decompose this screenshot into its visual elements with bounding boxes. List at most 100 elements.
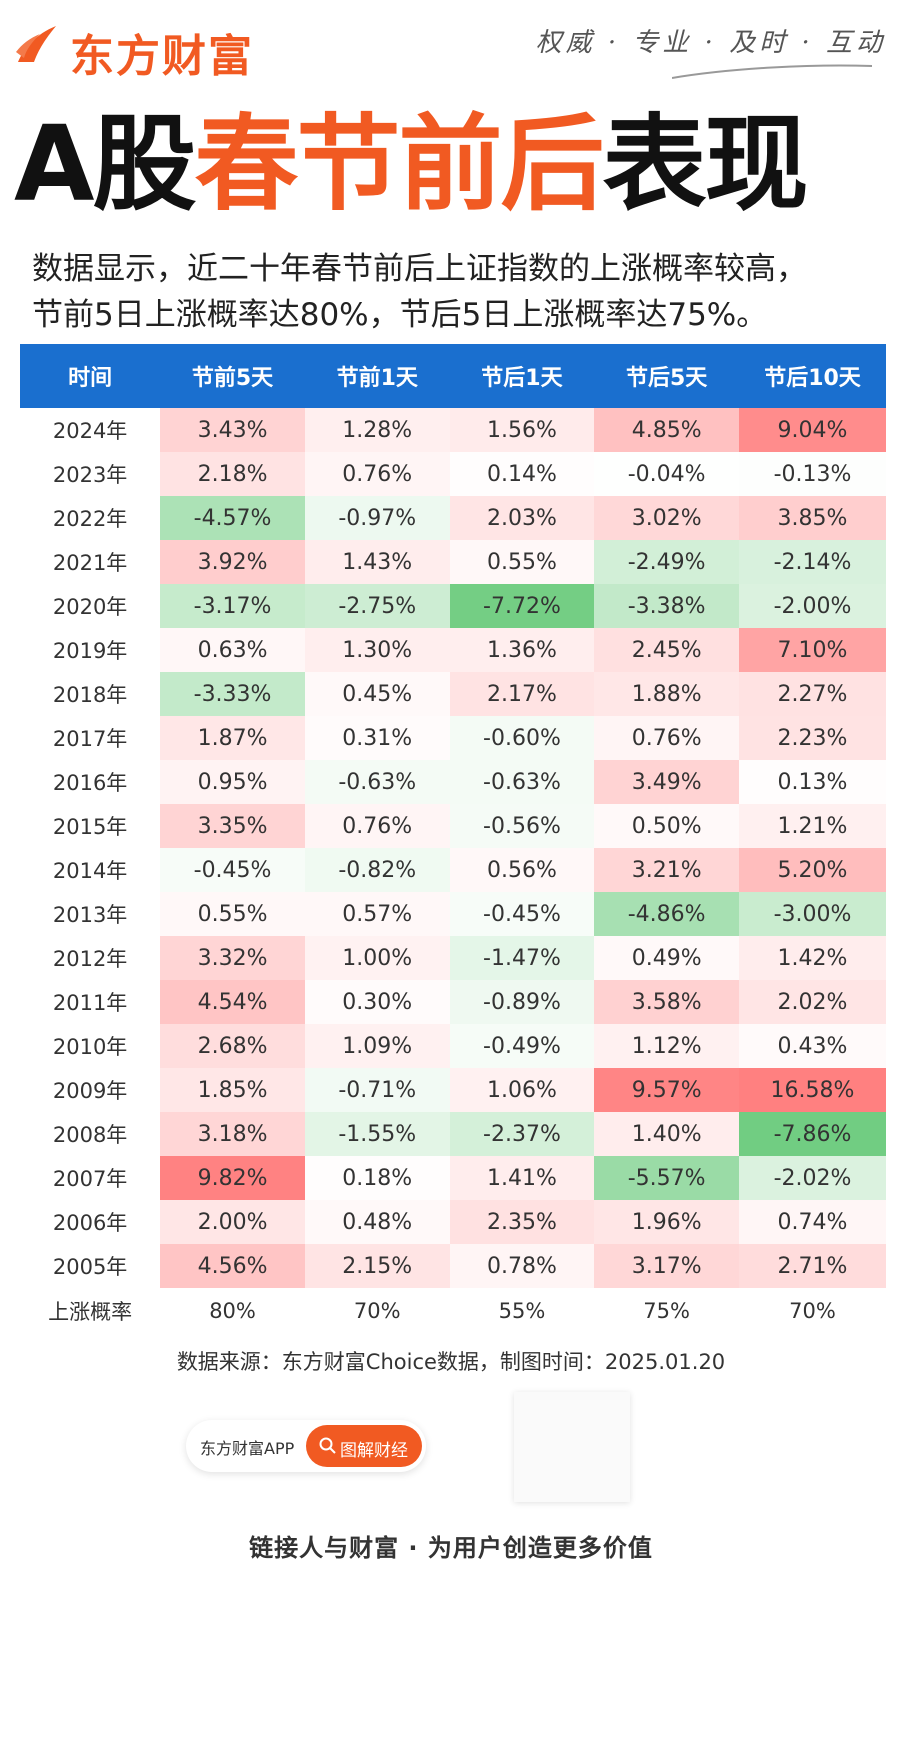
value-cell: 0.50%	[594, 804, 739, 848]
title-part-spring: 春节前后	[194, 103, 605, 225]
table-row: 2016年 0.95% -0.63% -0.63% 3.49% 0.13%	[20, 760, 886, 804]
value-cell: 0.63%	[160, 628, 305, 672]
search-bar[interactable]: 东方财富APP 图解财经	[186, 1420, 426, 1472]
value-cell: 16.58%	[739, 1068, 886, 1112]
title-part-perf: 表现	[602, 103, 809, 225]
value-cell: -4.86%	[594, 892, 739, 936]
year-cell: 2015年	[52, 815, 128, 839]
table-row: 2010年 2.68% 1.09% -0.49% 1.12% 0.43%	[20, 1024, 886, 1068]
value-cell: 1.85%	[160, 1068, 305, 1112]
value-cell: -0.13%	[739, 452, 886, 496]
table-header-row: 时间 节前5天 节前1天 节后1天 节后5天 节后10天	[20, 344, 886, 408]
value-cell: -0.45%	[449, 892, 595, 936]
value-cell: -3.38%	[594, 584, 739, 628]
value-cell: -2.75%	[304, 584, 450, 628]
table-row: 2014年 -0.45% -0.82% 0.56% 3.21% 5.20%	[20, 848, 886, 892]
value-cell: 3.02%	[594, 496, 739, 540]
year-cell: 2022年	[52, 507, 128, 531]
table-row: 2008年 3.18% -1.55% -2.37% 1.40% -7.86%	[20, 1112, 886, 1156]
year-cell: 2008年	[52, 1123, 128, 1147]
table-row: 2023年 2.18% 0.76% 0.14% -0.04% -0.13%	[20, 452, 886, 496]
table-row: 2006年 2.00% 0.48% 2.35% 1.96% 0.74%	[20, 1200, 886, 1244]
probability-label: 上涨概率	[48, 1300, 133, 1324]
year-cell: 2017年	[52, 727, 128, 751]
year-cell: 2024年	[52, 419, 128, 443]
value-cell: 1.28%	[304, 408, 450, 452]
value-cell: -0.63%	[449, 760, 595, 804]
value-cell: -0.89%	[449, 980, 595, 1024]
year-cell: 2016年	[52, 771, 128, 795]
value-cell: -7.86%	[739, 1112, 886, 1156]
header-pre1: 节前1天	[304, 344, 450, 408]
value-cell: 0.30%	[304, 980, 450, 1024]
value-cell: 0.14%	[449, 452, 595, 496]
value-cell: 1.12%	[594, 1024, 739, 1068]
performance-table: 时间 节前5天 节前1天 节后1天 节后5天 节后10天 2024年 3.43% 1…	[20, 344, 886, 1334]
brand-name: 东方财富	[70, 31, 254, 82]
value-cell: -2.00%	[739, 584, 886, 628]
value-cell: 0.48%	[304, 1200, 450, 1244]
table-row: 2024年 3.43% 1.28% 1.56% 4.85% 9.04%	[20, 408, 886, 452]
brand-slogan: 权威 · 专业 · 及时 · 互动	[535, 28, 886, 58]
table-row: 2011年 4.54% 0.30% -0.89% 3.58% 2.02%	[20, 980, 886, 1024]
table-row: 2009年 1.85% -0.71% 1.06% 9.57% 16.58%	[20, 1068, 886, 1112]
app-label: 东方财富APP	[200, 1439, 295, 1458]
value-cell: 2.17%	[449, 672, 595, 716]
value-cell: 5.20%	[739, 848, 886, 892]
value-cell: 0.76%	[304, 452, 450, 496]
value-cell: -2.14%	[739, 540, 886, 584]
header: 东方财富 权威 · 专业 · 及时 · 互动	[0, 0, 902, 88]
value-cell: -1.47%	[449, 936, 595, 980]
value-cell: 1.41%	[449, 1156, 595, 1200]
value-cell: 3.58%	[594, 980, 739, 1024]
year-cell: 2012年	[52, 947, 128, 971]
value-cell: 0.31%	[304, 716, 450, 760]
page-title: A股春节前后表现	[14, 108, 809, 220]
value-cell: 1.30%	[304, 628, 450, 672]
table-row: 2022年 -4.57% -0.97% 2.03% 3.02% 3.85%	[20, 496, 886, 540]
header-pre5: 节前5天	[160, 344, 305, 408]
table-row: 2018年 -3.33% 0.45% 2.17% 1.88% 2.27%	[20, 672, 886, 716]
subtitle-line-1: 数据显示，近二十年春节前后上证指数的上涨概率较高，	[32, 251, 807, 287]
value-cell: -0.45%	[160, 848, 305, 892]
value-cell: -0.04%	[594, 452, 739, 496]
value-cell: 1.36%	[449, 628, 595, 672]
value-cell: 0.56%	[449, 848, 595, 892]
value-cell: 0.13%	[739, 760, 886, 804]
search-icon	[319, 1437, 336, 1454]
table-row: 2005年 4.56% 2.15% 0.78% 3.17% 2.71%	[20, 1244, 886, 1288]
year-cell: 2007年	[52, 1167, 128, 1191]
value-cell: 1.42%	[739, 936, 886, 980]
value-cell: -0.60%	[449, 716, 595, 760]
value-cell: 0.49%	[594, 936, 739, 980]
value-cell: 2.18%	[160, 452, 305, 496]
table-row: 2012年 3.32% 1.00% -1.47% 0.49% 1.42%	[20, 936, 886, 980]
probability-cell: 70%	[789, 1299, 836, 1323]
table-row: 2021年 3.92% 1.43% 0.55% -2.49% -2.14%	[20, 540, 886, 584]
year-cell: 2005年	[52, 1255, 128, 1279]
value-cell: 9.82%	[160, 1156, 305, 1200]
table-row: 2020年 -3.17% -2.75% -7.72% -3.38% -2.00%	[20, 584, 886, 628]
year-cell: 2009年	[52, 1079, 128, 1103]
value-cell: -3.17%	[160, 584, 305, 628]
table-row: 2013年 0.55% 0.57% -0.45% -4.86% -3.00%	[20, 892, 886, 936]
value-cell: -0.97%	[304, 496, 450, 540]
value-cell: 0.57%	[304, 892, 450, 936]
value-cell: 1.06%	[449, 1068, 595, 1112]
value-cell: 2.71%	[739, 1244, 886, 1288]
value-cell: -4.57%	[160, 496, 305, 540]
value-cell: 2.45%	[594, 628, 739, 672]
value-cell: 2.00%	[160, 1200, 305, 1244]
value-cell: 0.18%	[304, 1156, 450, 1200]
value-cell: 2.23%	[739, 716, 886, 760]
table-row: 2017年 1.87% 0.31% -0.60% 0.76% 2.23%	[20, 716, 886, 760]
value-cell: 3.17%	[594, 1244, 739, 1288]
value-cell: 4.56%	[160, 1244, 305, 1288]
year-cell: 2019年	[52, 639, 128, 663]
value-cell: 4.54%	[160, 980, 305, 1024]
search-button[interactable]: 图解财经	[306, 1425, 422, 1467]
value-cell: -7.72%	[449, 584, 595, 628]
value-cell: -5.57%	[594, 1156, 739, 1200]
value-cell: 1.96%	[594, 1200, 739, 1244]
brand-logo-icon	[16, 26, 56, 62]
